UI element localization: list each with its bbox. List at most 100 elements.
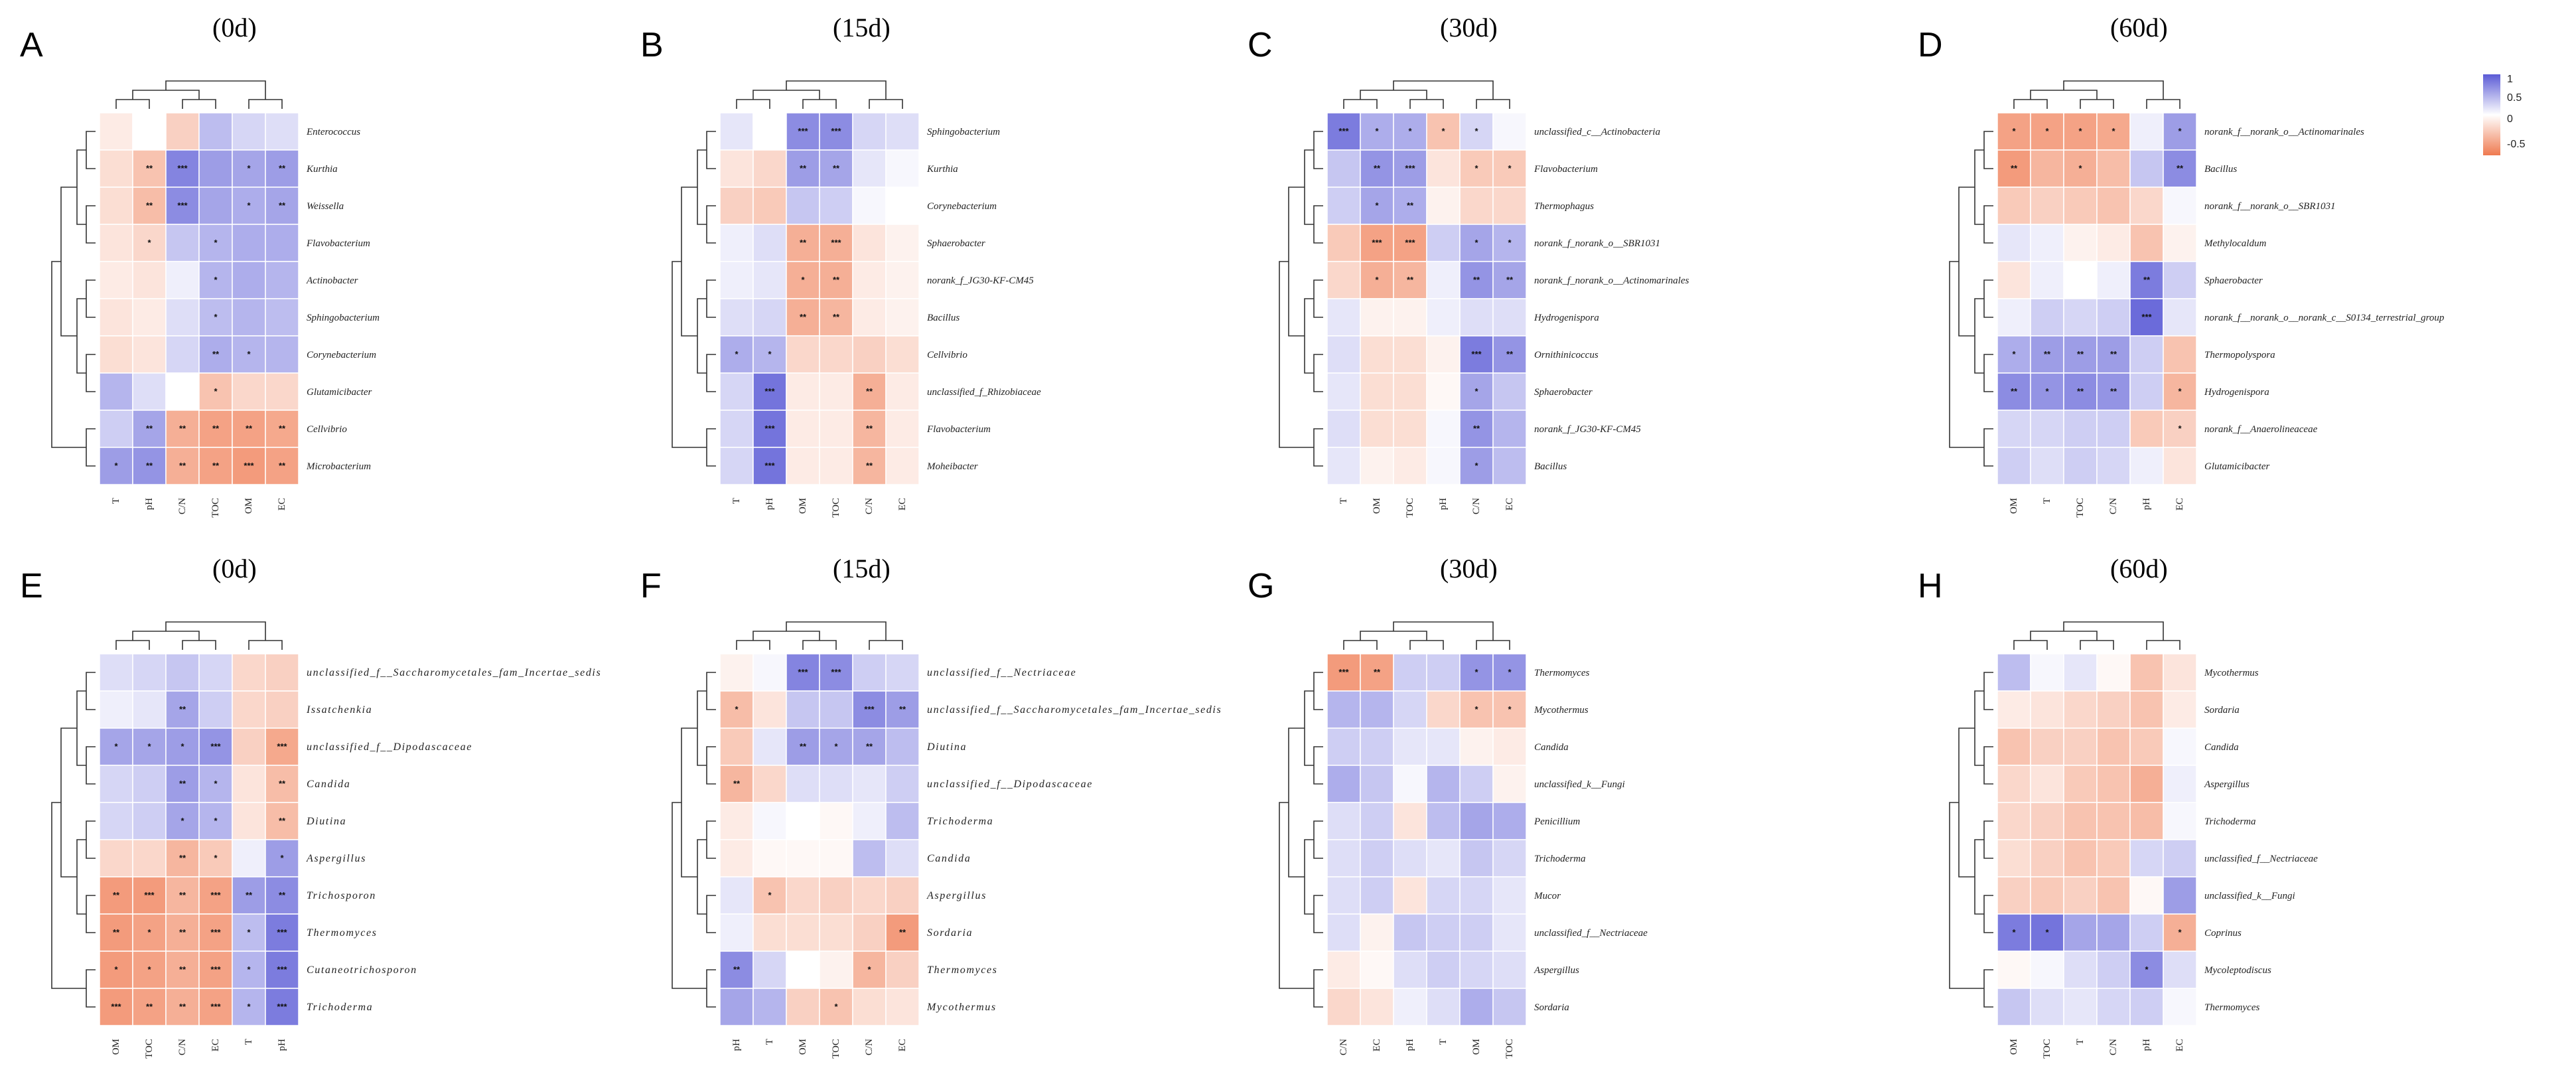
heatmap-cell xyxy=(2129,372,2164,411)
heatmap-cell xyxy=(1326,335,1361,374)
panel-letter: E xyxy=(20,567,43,605)
significance-marker: *** xyxy=(144,890,155,900)
heatmap-cell xyxy=(1360,410,1394,448)
heatmap-cell xyxy=(819,372,853,411)
heatmap-cell xyxy=(752,839,787,878)
significance-marker: *** xyxy=(210,927,221,937)
column-dendrogram-branch xyxy=(1360,631,1427,641)
heatmap-cell xyxy=(2129,149,2164,188)
heatmap-cell xyxy=(1492,765,1527,803)
column-dendrogram-branch xyxy=(132,90,200,100)
heatmap-cell xyxy=(2129,913,2164,952)
row-dendrogram-branch xyxy=(681,727,697,878)
heatmap-cell xyxy=(198,653,233,692)
heatmap-cell xyxy=(1997,802,2031,840)
heatmap-cell xyxy=(752,913,787,952)
significance-marker: *** xyxy=(1405,238,1415,248)
heatmap-cell xyxy=(752,335,787,374)
heatmap-cell xyxy=(1326,112,1361,151)
significance-marker: ** xyxy=(246,423,253,433)
row-dendrogram-branch xyxy=(706,746,716,785)
heatmap-cell xyxy=(198,839,233,878)
significance-marker: ** xyxy=(899,927,906,937)
heatmap-cell xyxy=(165,951,200,989)
significance-marker: ** xyxy=(279,461,286,471)
column-dendrogram-branch xyxy=(1409,99,1444,109)
significance-marker: * xyxy=(834,741,838,751)
significance-marker: ** xyxy=(1473,275,1480,285)
row-label-trichosporon: Trichosporon xyxy=(307,890,376,901)
significance-marker: * xyxy=(180,741,184,751)
legend-tick-1: 1 xyxy=(2507,74,2513,85)
significance-marker: ** xyxy=(279,200,286,210)
heatmap-cell xyxy=(2163,335,2197,374)
significance-marker: * xyxy=(2045,927,2049,937)
heatmap-cell xyxy=(2096,298,2131,337)
significance-marker: ** xyxy=(279,779,286,789)
row-label-thermopolyspora: Thermopolyspora xyxy=(2204,350,2275,360)
row-dendrogram-branch xyxy=(1983,279,1993,318)
row-dendrogram-branch xyxy=(706,428,716,467)
panel-letter: H xyxy=(1918,567,1943,605)
heatmap-cell xyxy=(165,727,200,766)
heatmap-cell xyxy=(132,224,167,262)
row-label-candida: Candida xyxy=(307,779,350,790)
heatmap-cell xyxy=(719,988,754,1026)
column-label-c-n: C/N xyxy=(1471,498,1482,514)
row-label-kurthia: Kurthia xyxy=(306,164,338,175)
row-label-cellvibrio: Cellvibrio xyxy=(927,350,967,360)
heatmap-cell xyxy=(198,149,233,188)
panel-title: (0d) xyxy=(212,554,257,583)
heatmap-cell xyxy=(1360,876,1394,915)
heatmap-cell xyxy=(786,372,820,411)
row-label-aspergillus: Aspergillus xyxy=(926,890,987,901)
row-label-trichoderma: Trichoderma xyxy=(927,816,993,827)
row-label-sordaria: Sordaria xyxy=(2204,705,2240,716)
heatmap-cell xyxy=(265,951,299,989)
heatmap-cell xyxy=(885,690,920,729)
column-label-c-n: C/N xyxy=(177,1039,188,1055)
row-label-norank-f-norank-o-sbr1031: norank_f__norank_o__SBR1031 xyxy=(2204,201,2335,212)
significance-marker: ** xyxy=(179,704,186,714)
heatmap-cell xyxy=(198,112,233,151)
column-label-ph: pH xyxy=(2141,498,2152,510)
column-label-toc: TOC xyxy=(831,1039,841,1059)
column-label-t: T xyxy=(2042,498,2052,504)
row-dendrogram-branch xyxy=(1983,131,1993,169)
heatmap-cell xyxy=(752,765,787,803)
row-dendrogram-branch xyxy=(51,802,86,989)
significance-marker: ** xyxy=(179,1002,186,1012)
heatmap-cell xyxy=(719,876,754,915)
column-dendrogram-branch xyxy=(2080,99,2114,109)
column-label-ph: pH xyxy=(277,1039,287,1051)
heatmap-cell xyxy=(1393,372,1427,411)
column-dendrogram-branch xyxy=(165,80,266,100)
significance-marker: * xyxy=(1474,126,1478,136)
column-label-toc: TOC xyxy=(1405,498,1415,518)
column-label-om: OM xyxy=(111,1039,121,1055)
significance-marker: ** xyxy=(2011,163,2018,173)
heatmap-cell xyxy=(852,335,887,374)
heatmap-cell xyxy=(1459,187,1494,225)
row-dendrogram-branch xyxy=(1304,298,1314,374)
row-label-sordaria: Sordaria xyxy=(1534,1002,1569,1013)
row-label-unclassified-k-fungi: unclassified_k__Fungi xyxy=(1534,779,1625,790)
significance-marker: * xyxy=(2012,927,2016,937)
heatmap-cell xyxy=(1492,876,1527,915)
row-label-unclassified-f-saccharomycetales-fam-incertae-sedis: unclassified_f__Saccharomycetales_fam_In… xyxy=(307,667,601,678)
row-dendrogram-branch xyxy=(1974,690,1984,766)
heatmap-cell xyxy=(265,727,299,766)
heatmap-cell xyxy=(1326,224,1361,262)
row-dendrogram-branch xyxy=(1949,802,1984,989)
row-label-unclassified-f-nectriaceae: unclassified_f__Nectriaceae xyxy=(927,667,1076,678)
column-label-t: T xyxy=(731,498,742,504)
heatmap-cell xyxy=(852,765,887,803)
significance-marker: * xyxy=(147,964,151,974)
significance-marker: * xyxy=(2111,126,2115,136)
heatmap-cell xyxy=(2163,187,2197,225)
heatmap-cell xyxy=(2129,727,2164,766)
significance-marker: *** xyxy=(277,927,287,937)
heatmap-cell xyxy=(232,112,266,151)
row-dendrogram-branch xyxy=(1313,131,1323,169)
column-dendrogram-branch xyxy=(132,631,200,641)
